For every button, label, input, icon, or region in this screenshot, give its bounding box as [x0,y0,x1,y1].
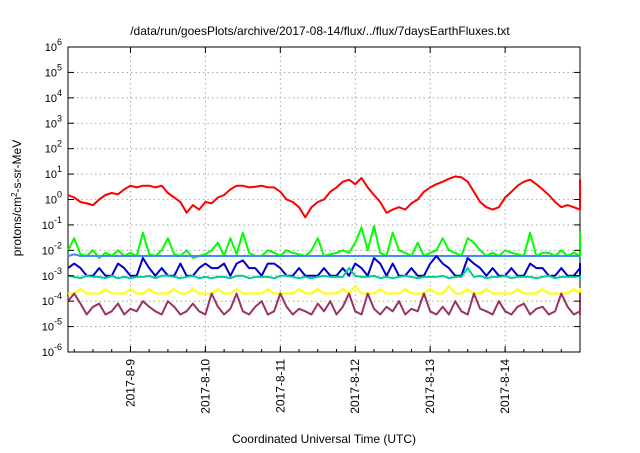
y-tick-label: 102 [45,139,62,156]
series-line-3 [67,253,580,257]
x-tick-label: 2017-8-14 [498,359,512,414]
y-tick-base: 10 [45,144,57,156]
y-tick-base: 10 [42,347,54,359]
x-tick-label: 2017-8-13 [423,359,437,414]
y-tick-label: 104 [45,88,62,105]
y-tick-exp: -3 [54,266,62,276]
y-tick-exp: 5 [57,62,62,72]
grid [68,47,580,352]
y-tick-base: 10 [45,169,57,181]
y-tick-exp: 2 [57,139,62,149]
series-line-2 [67,225,581,259]
y-tick-label: 10-1 [42,215,62,232]
y-tick-label: 10-5 [42,317,62,334]
y-tick-label: 103 [45,113,62,130]
x-ticks: 2017-8-9 2017-8-10 2017-8-11 2017-8-12 2017-… [73,47,562,414]
y-tick-base: 10 [42,271,54,283]
y-tick-exp: -6 [54,342,62,352]
y-axis-label: protons/cm2-s-sr-MeV [10,140,25,256]
y-tick-label: 106 [45,37,62,54]
y-tick-exp: 0 [57,190,62,200]
series-line-6 [68,284,581,295]
y-tick-exp: -2 [54,240,62,250]
y-ticks: 10-610-510-410-310-210-11001011021031041… [42,37,580,359]
y-tick-label: 10-4 [42,291,62,308]
y-tick-label: 101 [45,164,62,181]
series-line-7 [67,292,581,316]
y-tick-exp: -1 [54,215,62,225]
y-tick-label: 10-6 [42,342,62,359]
y-tick-base: 10 [42,220,54,232]
x-tick-label: 2017-8-12 [348,359,362,414]
y-tick-exp: 1 [57,164,62,174]
y-tick-exp: 3 [57,113,62,123]
y-tick-base: 10 [45,195,57,207]
x-tick-label: 2017-8-9 [123,359,137,407]
y-tick-base: 10 [42,296,54,308]
y-tick-exp: 6 [57,37,62,47]
y-axis-label-rest: -s-sr-MeV [10,140,24,193]
series-line-4 [67,255,581,277]
chart-title: /data/run/goesPlots/archive/2017-08-14/f… [130,24,510,38]
series-line-1 [67,175,581,219]
x-tick-label: 2017-8-11 [273,359,287,413]
x-tick-label: 2017-8-10 [198,359,212,414]
y-tick-base: 10 [45,118,57,130]
y-tick-base: 10 [45,67,57,79]
x-axis-label: Coordinated Universal Time (UTC) [232,432,416,446]
y-tick-base: 10 [42,245,54,257]
y-axis-label-sup: 2 [10,192,19,197]
y-tick-label: 10-2 [42,240,62,257]
y-tick-label: 100 [45,190,62,207]
y-tick-label: 10-3 [42,266,62,283]
y-tick-exp: 4 [57,88,62,98]
y-tick-label: 105 [45,62,62,79]
y-tick-base: 10 [45,93,57,105]
y-tick-base: 10 [42,322,54,334]
series-layer [67,175,581,316]
y-tick-exp: -5 [54,317,62,327]
series-line-5 [67,267,581,280]
y-tick-base: 10 [45,42,57,54]
y-tick-exp: -4 [54,291,62,301]
